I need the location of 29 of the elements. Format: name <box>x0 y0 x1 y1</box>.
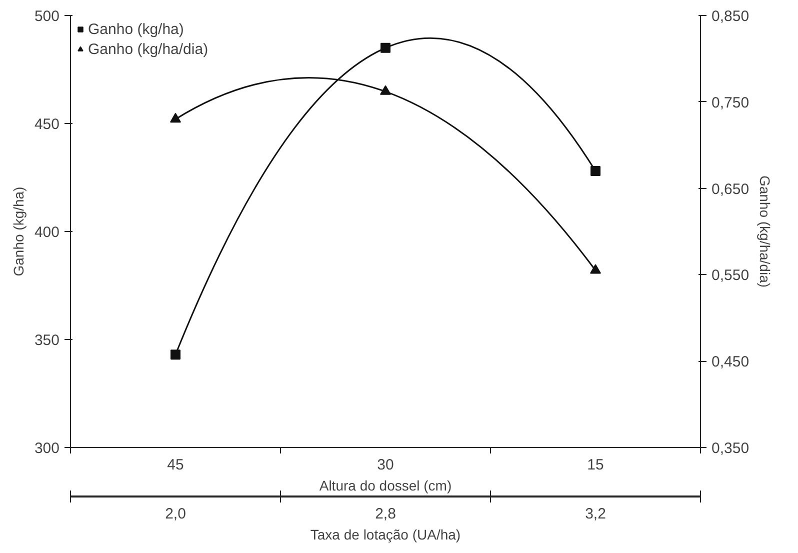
y2-tick-label: 0,450 <box>712 354 750 371</box>
point <box>170 112 181 123</box>
x-tick-label: 30 <box>377 456 394 474</box>
legend-label: Ganho (kg/ha) <box>88 20 184 38</box>
point <box>170 350 180 360</box>
x-axis-title: Altura do dossel (cm) <box>319 478 452 494</box>
x-tick-label: 15 <box>587 456 604 474</box>
y-tick-label: 400 <box>34 224 60 241</box>
y-tick-label: 450 <box>34 116 60 133</box>
point <box>380 42 390 53</box>
text: 2,8 <box>375 506 396 522</box>
y2-tick-label: 0,850 <box>712 8 750 25</box>
y-axis-title: Ganho (kg/ha) <box>10 186 26 276</box>
y-tick-label: 500 <box>34 8 60 25</box>
point <box>590 166 600 176</box>
y2-axis-title: Ganho (kg/ha/dia) <box>757 175 774 288</box>
text: 2,0 <box>165 506 186 522</box>
y2-tick-label: 0,650 <box>712 180 750 198</box>
point <box>590 264 601 274</box>
y-tick-label: 350 <box>34 332 60 349</box>
y2-tick-label: 0,350 <box>712 440 750 457</box>
x2-axis-title: Taxa de lotação (UA/ha) <box>310 526 461 542</box>
legend-label: Ganho (kg/ha/dia) <box>88 40 208 58</box>
y2-tick-label: 0,550 <box>712 267 750 284</box>
text: 3,2 <box>585 506 606 522</box>
y-tick-label: 300 <box>34 440 60 457</box>
x-tick-label: 45 <box>167 456 184 474</box>
y2-tick-label: 0,750 <box>712 94 750 112</box>
point <box>380 85 391 95</box>
